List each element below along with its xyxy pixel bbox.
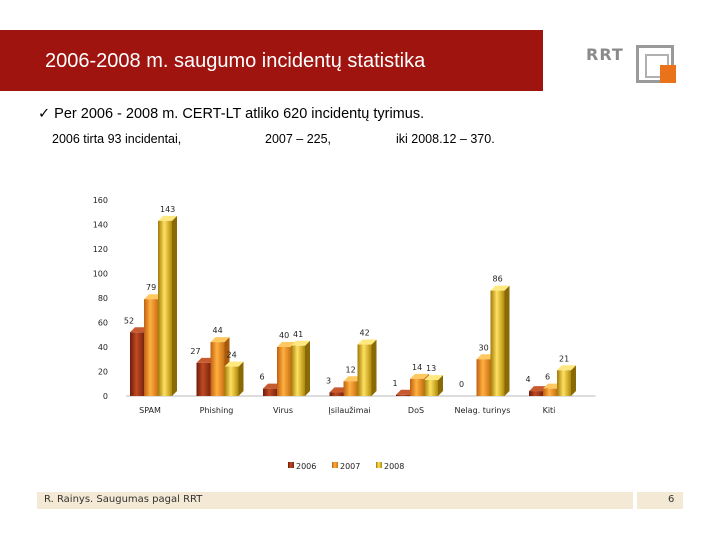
legend-label: 2008 [384, 462, 404, 471]
bar [410, 378, 424, 396]
title-bar [0, 30, 543, 91]
bar-top [424, 375, 443, 381]
page-number: 6 [668, 494, 675, 505]
data-label: 13 [426, 364, 436, 373]
bar [396, 394, 410, 396]
bar-side [238, 361, 244, 396]
data-label: 30 [479, 343, 489, 352]
bar-top [210, 337, 230, 343]
bar [210, 342, 225, 396]
y-tick-label: 0 [103, 392, 108, 401]
bar [329, 392, 344, 396]
logo-accent [660, 65, 676, 83]
bar-top [490, 285, 510, 291]
logo-text: RRT [586, 45, 624, 64]
bar-top [291, 340, 310, 346]
bar-top [557, 365, 576, 371]
bar [343, 381, 358, 396]
bar-top [158, 215, 177, 221]
data-label: 1 [392, 379, 397, 388]
bar-top [224, 361, 244, 367]
bar-side [438, 375, 443, 396]
data-label: 3 [326, 376, 331, 385]
subline-2007: 2007 – 225, [265, 132, 332, 146]
data-label: 6 [259, 373, 264, 382]
bar [543, 388, 557, 396]
y-tick-label: 100 [93, 270, 108, 279]
bar [529, 391, 543, 396]
bar-side [172, 215, 177, 396]
data-label: 41 [293, 330, 303, 339]
data-label: 21 [559, 354, 569, 363]
bar [158, 220, 172, 396]
bar-side [571, 365, 576, 396]
bar-side [371, 339, 377, 396]
bar [196, 362, 211, 396]
x-tick-label: DoS [408, 406, 424, 415]
y-tick-label: 140 [93, 221, 108, 230]
bullet-text: ✓ Per 2006 - 2008 m. CERT-LT atliko 620 … [38, 106, 425, 122]
rrt-logo: RRT [586, 43, 682, 91]
x-tick-label: SPAM [139, 406, 161, 415]
subline-2006: 2006 tirta 93 incidentai, [52, 132, 182, 146]
y-tick-label: 160 [93, 196, 108, 205]
data-label: 4 [525, 375, 530, 384]
legend-swatch [376, 462, 382, 468]
data-label: 143 [160, 205, 175, 214]
x-tick-label: Phishing [200, 406, 234, 415]
bar-top [357, 339, 377, 345]
data-label: 79 [146, 283, 156, 292]
bar [490, 290, 505, 396]
data-label: 44 [213, 326, 223, 335]
legend-label: 2006 [296, 462, 316, 471]
y-tick-label: 20 [98, 368, 108, 377]
bar [476, 359, 491, 396]
bar [224, 366, 239, 396]
legend-swatch [288, 462, 294, 468]
y-tick-label: 40 [98, 343, 108, 352]
data-label: 24 [227, 351, 237, 360]
data-label: 40 [279, 331, 289, 340]
y-tick-label: 80 [98, 294, 108, 303]
data-label: 52 [124, 316, 134, 325]
x-tick-label: Nelag. turinys [455, 406, 511, 415]
bar [357, 344, 372, 396]
bar [277, 347, 291, 396]
bar [144, 299, 158, 396]
data-label: 0 [459, 380, 464, 389]
data-label: 6 [545, 373, 550, 382]
x-tick-label: Įsilaužimai [328, 406, 370, 415]
legend-label: 2007 [340, 462, 360, 471]
slide-title: 2006-2008 m. saugumo incidentų statistik… [45, 50, 426, 72]
y-tick-label: 120 [93, 245, 108, 254]
bar-side [504, 285, 510, 396]
bar [263, 388, 277, 396]
footer-text: R. Rainys. Saugumas pagal RRT [44, 494, 203, 505]
bar [291, 345, 305, 396]
data-label: 14 [412, 363, 422, 372]
x-tick-label: Virus [273, 406, 293, 415]
bar-top [410, 373, 429, 379]
subline-2008: iki 2008.12 – 370. [396, 132, 495, 146]
bar [130, 332, 144, 396]
data-label: 42 [360, 329, 370, 338]
legend-swatch [332, 462, 338, 468]
bar [424, 380, 438, 396]
bar-side [305, 340, 310, 396]
data-label: 27 [190, 347, 200, 356]
y-tick-label: 60 [98, 319, 108, 328]
bar [557, 370, 571, 396]
data-label: 86 [493, 275, 503, 284]
x-tick-label: Kiti [543, 406, 556, 415]
footer-bar [37, 492, 633, 509]
page-number-bar [637, 492, 683, 509]
data-label: 12 [346, 365, 356, 374]
